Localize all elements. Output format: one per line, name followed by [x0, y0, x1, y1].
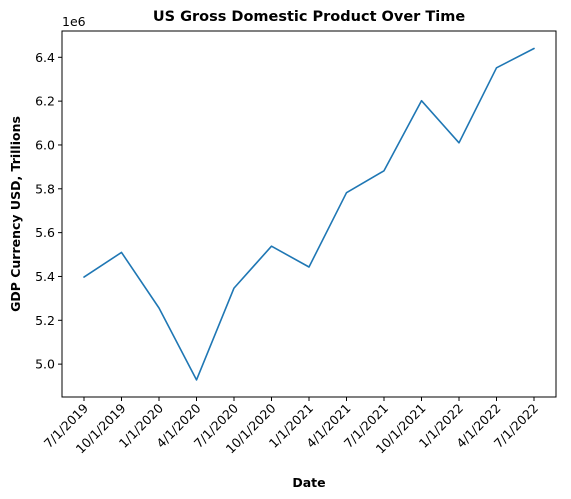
series-line-0	[83, 47, 535, 381]
y-tick-label: 6.2	[35, 94, 55, 109]
y-tick-label: 5.4	[35, 269, 55, 284]
y-axis: 5.0 5.2 5.4 5.6 5.8 6.0 6.2 6.4	[35, 50, 62, 372]
y-tick-label: 5.0	[35, 357, 55, 372]
y-tick-label: 5.6	[35, 225, 55, 240]
plot-frame	[61, 30, 557, 398]
y-tick-label: 6.0	[35, 137, 55, 152]
y-axis-label: GDP Currency USD, Trillions	[8, 116, 23, 312]
y-tick-label: 5.2	[35, 313, 55, 328]
x-axis-label: Date	[292, 475, 325, 490]
x-axis: 7/1/201910/1/20191/1/20204/1/20207/1/202…	[41, 397, 541, 456]
y-tick-label: 5.8	[35, 181, 55, 196]
y-offset-label: 1e6	[62, 14, 86, 29]
chart-title: US Gross Domestic Product Over Time	[153, 9, 466, 25]
series-layer	[83, 47, 535, 381]
y-tick-label: 6.4	[35, 50, 55, 65]
